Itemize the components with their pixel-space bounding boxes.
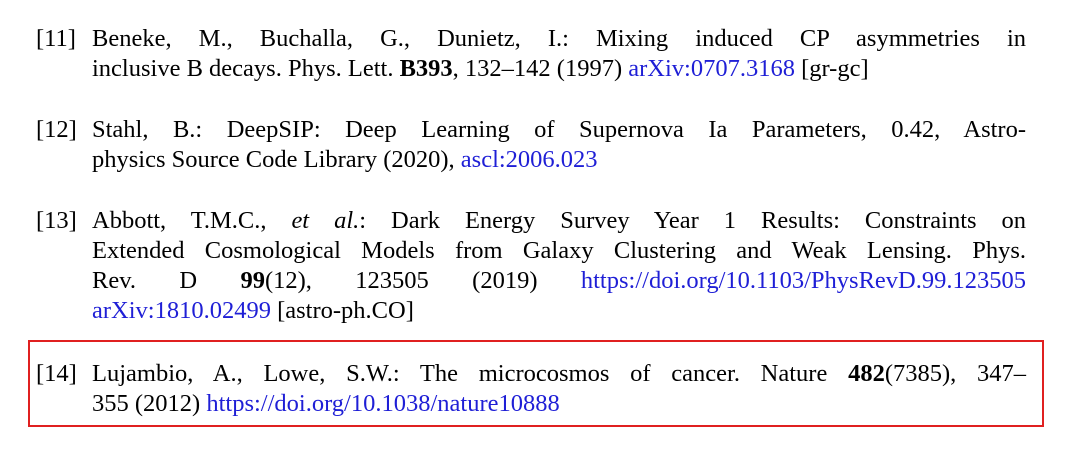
reference-item-14: [14] Lujambio, A., Lowe, S.W.: The micro… bbox=[36, 359, 1026, 419]
text-run: Rev. D bbox=[92, 267, 241, 294]
reference-line: 355 (2012) https://doi.org/10.1038/natur… bbox=[92, 389, 1026, 419]
text-run: , 132–142 (1997) bbox=[452, 55, 629, 82]
text-run: 355 (2012) bbox=[92, 390, 207, 417]
reference-line: Beneke, M., Buchalla, G., Dunietz, I.: M… bbox=[92, 24, 1026, 54]
reference-text: Abbott, T.M.C., et al.: Dark Energy Surv… bbox=[92, 206, 1026, 326]
reference-line: physics Source Code Library (2020), ascl… bbox=[92, 145, 1026, 175]
arxiv-link[interactable]: arXiv:1810.02499 bbox=[92, 297, 271, 324]
reference-line: Rev. D 99(12), 123505 (2019) https://doi… bbox=[92, 266, 1026, 296]
doi-link[interactable]: https://doi.org/10.1038/nature10888 bbox=[206, 390, 560, 417]
reference-number: [11] bbox=[36, 25, 76, 52]
reference-text: Lujambio, A., Lowe, S.W.: The microcosmo… bbox=[92, 359, 1026, 419]
reference-item-13: [13] Abbott, T.M.C., et al.: Dark Energy… bbox=[36, 206, 1026, 326]
text-run: (12), 123505 (2019) bbox=[264, 267, 581, 294]
ascl-link[interactable]: ascl:2006.023 bbox=[460, 146, 598, 173]
reference-line: Lujambio, A., Lowe, S.W.: The microcosmo… bbox=[92, 359, 1026, 389]
text-run: Extended Cosmological Models from Galaxy… bbox=[92, 237, 1026, 264]
reference-text: Stahl, B.: DeepSIP: Deep Learning of Sup… bbox=[92, 115, 1026, 175]
text-run: (7385), 347– bbox=[884, 360, 1027, 387]
reference-line: Extended Cosmological Models from Galaxy… bbox=[92, 236, 1026, 266]
et-al-italic: et al. bbox=[291, 207, 360, 234]
reference-number: [13] bbox=[36, 207, 77, 234]
volume-bold: 482 bbox=[848, 360, 885, 387]
text-run: Beneke, M., Buchalla, G., Dunietz, I.: M… bbox=[92, 25, 1026, 52]
reference-item-11: [11] Beneke, M., Buchalla, G., Dunietz, … bbox=[36, 24, 1026, 84]
reference-line: inclusive B decays. Phys. Lett. B393, 13… bbox=[92, 54, 1026, 84]
arxiv-link[interactable]: arXiv:0707.3168 bbox=[628, 55, 795, 82]
reference-number: [12] bbox=[36, 116, 77, 143]
text-run: inclusive B decays. Phys. Lett. bbox=[92, 55, 400, 82]
reference-line: Abbott, T.M.C., et al.: Dark Energy Surv… bbox=[92, 206, 1026, 236]
highlight-box bbox=[28, 340, 1044, 427]
reference-line: Stahl, B.: DeepSIP: Deep Learning of Sup… bbox=[92, 115, 1026, 145]
text-run: physics Source Code Library (2020), bbox=[92, 146, 461, 173]
volume-bold: 99 bbox=[240, 267, 265, 294]
text-run: : Dark Energy Survey Year 1 Results: Con… bbox=[359, 207, 1026, 234]
text-run: Abbott, T.M.C., bbox=[92, 207, 292, 234]
text-run: Stahl, B.: DeepSIP: Deep Learning of Sup… bbox=[92, 116, 1026, 143]
reference-item-12: [12] Stahl, B.: DeepSIP: Deep Learning o… bbox=[36, 115, 1026, 175]
text-run: [astro-ph.CO] bbox=[270, 297, 414, 324]
reference-line: arXiv:1810.02499 [astro-ph.CO] bbox=[92, 296, 1026, 326]
doi-link[interactable]: https://doi.org/10.1103/PhysRevD.99.1235… bbox=[580, 267, 1026, 294]
text-run: [gr-gc] bbox=[794, 55, 869, 82]
text-run: Lujambio, A., Lowe, S.W.: The microcosmo… bbox=[92, 360, 849, 387]
reference-text: Beneke, M., Buchalla, G., Dunietz, I.: M… bbox=[92, 24, 1026, 84]
reference-number: [14] bbox=[36, 360, 77, 387]
volume-bold: B393 bbox=[399, 55, 453, 82]
